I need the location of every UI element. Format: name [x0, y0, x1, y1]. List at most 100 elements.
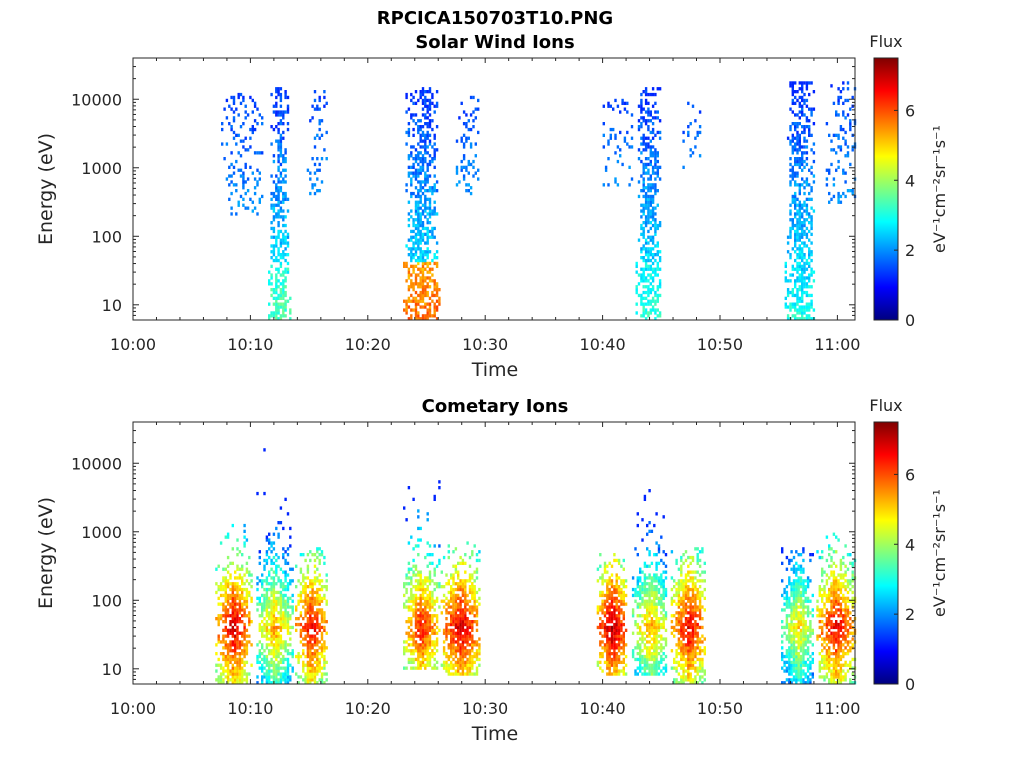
heatmap-cell	[794, 113, 797, 117]
heatmap-cell	[673, 628, 676, 633]
heatmap-cell	[286, 197, 290, 202]
heatmap-cell	[435, 585, 439, 589]
heatmap-cell	[282, 215, 285, 219]
heatmap-cell	[245, 649, 249, 653]
heatmap-cell	[457, 608, 460, 612]
heatmap-cell	[272, 628, 276, 633]
heatmap-cell	[407, 634, 411, 638]
heatmap-cell	[654, 308, 657, 312]
heatmap-cell	[805, 209, 809, 213]
heatmap-cell	[419, 183, 422, 187]
heatmap-cell	[226, 660, 230, 665]
heatmap-cell	[407, 625, 411, 630]
heatmap-cell	[270, 561, 273, 566]
heatmap-cell	[455, 165, 459, 170]
heatmap-cell	[677, 579, 681, 583]
heatmap-cell	[219, 675, 223, 679]
heatmap-cell	[311, 634, 314, 638]
heatmap-cell	[445, 663, 448, 667]
heatmap-cell	[648, 654, 651, 659]
heatmap-cell	[636, 582, 639, 586]
heatmap-cell	[660, 605, 663, 609]
heatmap-cell	[428, 573, 432, 577]
heatmap-cell	[471, 622, 474, 627]
heatmap-cell	[299, 614, 303, 618]
heatmap-cell	[639, 596, 642, 601]
heatmap-cell	[428, 646, 432, 650]
heatmap-cell	[304, 622, 307, 627]
heatmap-cell	[796, 299, 799, 303]
heatmap-cell	[464, 649, 467, 653]
heatmap-cell	[803, 92, 806, 97]
heatmap-cell	[798, 279, 801, 283]
heatmap-cell	[272, 660, 276, 665]
heatmap-cell	[784, 276, 787, 280]
heatmap-cell	[236, 585, 239, 589]
heatmap-cell	[284, 247, 287, 251]
heatmap-cell	[647, 273, 650, 277]
heatmap-cell	[229, 614, 232, 618]
heatmap-cell	[801, 206, 804, 210]
heatmap-cell	[660, 599, 663, 603]
heatmap-cell	[636, 579, 639, 583]
heatmap-cell	[419, 282, 422, 286]
heatmap-cell	[468, 672, 472, 676]
heatmap-cell	[798, 159, 801, 164]
heatmap-cell	[657, 576, 661, 580]
heatmap-cell	[680, 582, 683, 586]
heatmap-cell	[808, 276, 811, 280]
heatmap-cell	[313, 611, 317, 615]
heatmap-cell	[617, 587, 621, 592]
heatmap-cell	[412, 235, 415, 239]
heatmap-cell	[217, 620, 220, 624]
heatmap-cell	[224, 660, 227, 665]
heatmap-cell	[442, 666, 446, 670]
heatmap-cell	[275, 590, 278, 595]
heatmap-cell	[231, 523, 234, 528]
heatmap-cell	[414, 174, 418, 178]
heatmap-cell	[229, 631, 232, 635]
heatmap-cell	[309, 663, 312, 667]
heatmap-cell	[662, 657, 665, 662]
heatmap-cell	[468, 564, 472, 568]
heatmap-cell	[610, 599, 614, 603]
heatmap-cell	[656, 154, 659, 158]
heatmap-cell	[442, 649, 446, 653]
heatmap-cell	[613, 599, 616, 603]
heatmap-cell	[450, 646, 453, 650]
heatmap-cell	[405, 582, 408, 586]
heatmap-cell	[275, 139, 278, 143]
heatmap-cell	[304, 643, 307, 647]
heatmap-cell	[323, 660, 326, 665]
heatmap-cell	[245, 599, 249, 603]
colorbar-tick-label: 6	[905, 101, 915, 120]
heatmap-cell	[653, 585, 656, 589]
heatmap-cell	[662, 570, 665, 574]
heatmap-cell	[277, 189, 280, 193]
heatmap-cell	[426, 218, 429, 222]
heatmap-cell	[222, 637, 225, 641]
heatmap-cell	[803, 305, 806, 309]
heatmap-cell	[272, 209, 276, 213]
heatmap-cell	[270, 311, 273, 315]
heatmap-cell	[615, 628, 618, 633]
heatmap-cell	[454, 646, 458, 650]
heatmap-cell	[306, 168, 310, 172]
heatmap-cell	[438, 561, 441, 566]
heatmap-cell	[236, 675, 239, 679]
heatmap-cell	[435, 299, 439, 303]
heatmap-cell	[842, 127, 845, 132]
heatmap-cell	[270, 273, 273, 277]
heatmap-cell	[428, 599, 432, 603]
heatmap-cell	[662, 590, 665, 595]
heatmap-cell	[224, 657, 227, 662]
heatmap-cell	[646, 649, 649, 653]
heatmap-cell	[798, 206, 801, 210]
heatmap-cell	[313, 678, 317, 682]
heatmap-cell	[805, 183, 809, 187]
heatmap-cell	[414, 596, 418, 601]
heatmap-cell	[275, 573, 278, 577]
heatmap-cell	[649, 250, 652, 254]
heatmap-cell	[602, 133, 605, 138]
heatmap-cell	[798, 296, 801, 301]
